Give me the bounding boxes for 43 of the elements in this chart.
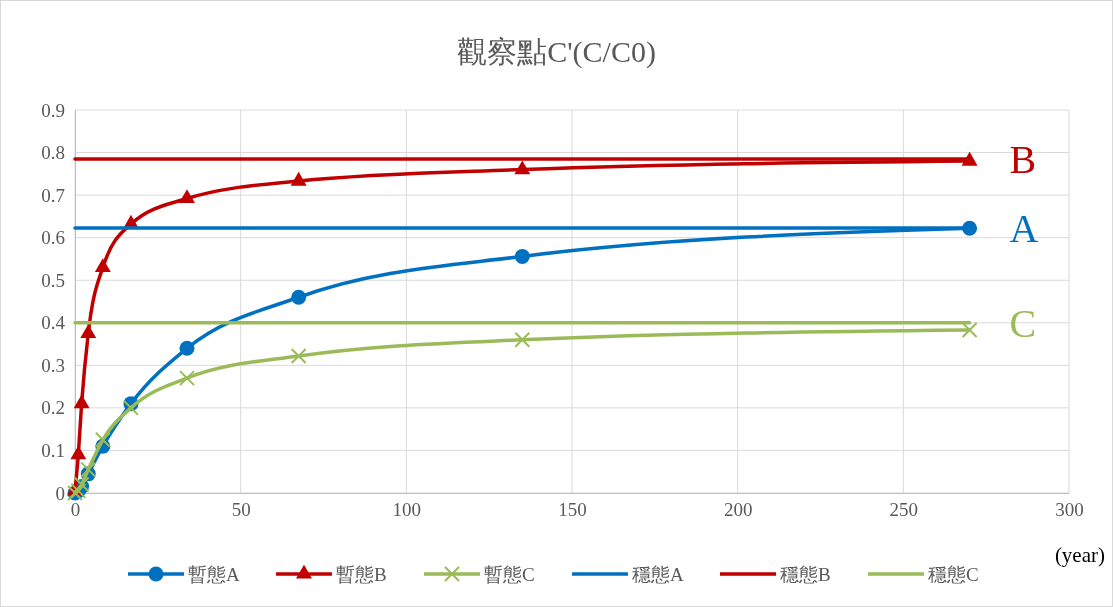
x-tick-label: 150 (558, 499, 587, 521)
y-tick-label: 0.2 (41, 397, 65, 419)
legend-label: 穩態B (780, 563, 831, 585)
point (290, 171, 307, 186)
x-tick-label: 200 (723, 499, 753, 521)
point (290, 347, 307, 364)
y-tick-label: 0.6 (41, 227, 65, 249)
y-tick-label: 0.9 (41, 99, 65, 121)
point (94, 258, 111, 273)
annotation: C (1009, 300, 1037, 346)
x-tick-label: 0 (70, 499, 81, 521)
point (73, 394, 90, 409)
chart-title: 觀察點C'(C/C0) (457, 35, 656, 69)
annotation: A (1009, 205, 1039, 251)
point (514, 160, 531, 175)
point (514, 248, 530, 264)
y-tick-label: 0.3 (41, 354, 65, 376)
y-tick-label: 0 (55, 482, 65, 504)
point (179, 340, 195, 356)
point (94, 431, 111, 448)
y-tick-label: 0.5 (41, 269, 65, 291)
point (961, 322, 978, 339)
point (80, 324, 97, 339)
legend-label: 穩態C (928, 563, 979, 585)
x-axis-title: (year) (1054, 543, 1105, 567)
legend-label: 穩態A (632, 563, 684, 585)
legend-label: 暫態C (484, 563, 535, 585)
annotation: B (1009, 136, 1037, 182)
x-tick-label: 50 (231, 499, 251, 521)
point (291, 289, 307, 305)
legend-label: 暫態A (188, 563, 240, 585)
y-tick-label: 0.4 (41, 312, 66, 334)
point (514, 331, 531, 348)
y-tick-label: 0.1 (41, 440, 65, 462)
x-tick-label: 100 (392, 499, 422, 521)
x-tick-label: 250 (889, 499, 919, 521)
y-tick-label: 0.7 (41, 184, 65, 206)
point (178, 370, 195, 387)
x-tick-label: 300 (1055, 499, 1084, 521)
point (80, 461, 97, 478)
y-tick-label: 0.8 (41, 142, 65, 164)
legend-label: 暫態B (336, 563, 387, 585)
point (179, 189, 195, 204)
